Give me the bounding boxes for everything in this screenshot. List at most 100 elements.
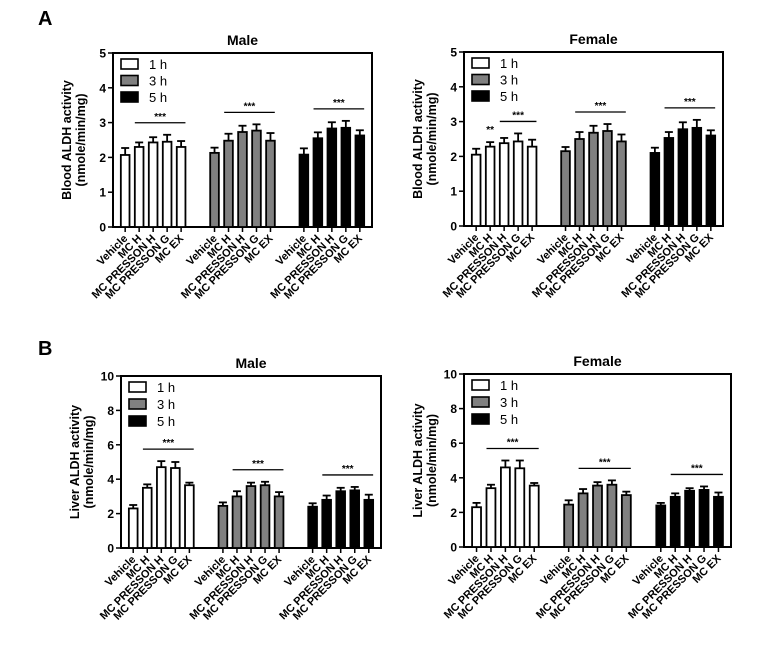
y-axis-label: Blood ALDH activity: [60, 80, 74, 200]
significance-stars: ***: [162, 438, 174, 449]
bar-1h: [170, 467, 181, 549]
y-axis-label: Blood ALDH activity: [411, 79, 425, 199]
legend-swatch-5h: [120, 91, 139, 103]
significance-stars: ***: [512, 110, 524, 121]
bar-3h: [574, 138, 585, 227]
bar-1h: [184, 484, 195, 549]
bar-3h: [245, 485, 257, 549]
panel-letter-a: A: [38, 8, 53, 30]
bar-1h: [526, 145, 538, 227]
bar-1h: [147, 141, 159, 228]
y-axis-label: Liver ALDH activity: [68, 405, 82, 519]
legend-label: 1 h: [500, 378, 518, 393]
chart-3: Female 0 2 4 6 8 10 Liver ALDH activity (nmole/m…: [411, 353, 732, 622]
y-tick-label: 4: [99, 81, 106, 95]
y-tick-label: 2: [107, 507, 114, 521]
y-tick-label: 10: [101, 370, 115, 384]
significance-stars: **: [486, 125, 494, 136]
bar-3h: [602, 130, 613, 227]
bar-1h: [142, 486, 153, 549]
legend-label: 3 h: [149, 74, 167, 89]
legend-swatch-3h: [471, 396, 490, 408]
bar-3h: [588, 131, 599, 227]
bar-3h: [620, 494, 632, 548]
y-axis-unit-label: (nmole/min/mg): [425, 92, 439, 185]
bar-1h: [119, 154, 131, 228]
y-tick-label: 6: [107, 438, 114, 452]
bar-5h: [307, 505, 318, 549]
bar-3h: [265, 139, 276, 228]
significance-stars: ***: [244, 101, 256, 112]
chart-0: Male 0 1 2 3 4 5 Blood ALDH activity (nmole/min/…: [60, 32, 373, 302]
bar-5h: [669, 495, 681, 548]
legend-label: 5 h: [157, 414, 175, 429]
bar-5h: [321, 498, 332, 549]
legend-swatch-5h: [471, 413, 490, 425]
bar-3h: [592, 484, 603, 548]
bar-3h: [231, 495, 243, 549]
bar-3h: [251, 129, 262, 228]
y-tick-label: 6: [450, 437, 457, 451]
bar-5h: [684, 489, 695, 548]
bar-3h: [606, 483, 618, 548]
legend-label: 5 h: [500, 89, 518, 104]
bar-1h: [127, 507, 139, 549]
legend-label: 1 h: [157, 380, 175, 395]
chart-title: Female: [569, 31, 617, 47]
bar-3h: [217, 504, 229, 549]
legend-label: 5 h: [500, 412, 518, 427]
bar-5h: [298, 153, 310, 228]
y-tick-label: 2: [450, 506, 457, 520]
chart-title: Male: [227, 32, 258, 48]
bar-3h: [259, 484, 271, 549]
legend-swatch-3h: [128, 398, 147, 410]
chart-2: Male 0 2 4 6 8 10 Liver ALDH activity (nmole/min…: [68, 355, 382, 623]
bar-5h: [698, 489, 710, 548]
y-axis-unit-label: (nmole/min/mg): [74, 93, 88, 186]
y-tick-label: 5: [99, 47, 106, 61]
bar-3h: [560, 150, 571, 227]
bar-3h: [616, 140, 627, 227]
bar-1h: [500, 466, 511, 548]
chart-title: Female: [573, 353, 621, 369]
significance-stars: ***: [691, 463, 703, 474]
chart-1: Female 0 1 2 3 4 5 Blood ALDH activity (nmole/mi…: [411, 31, 724, 301]
bar-1h: [156, 466, 167, 549]
bar-5h: [312, 137, 324, 228]
legend-label: 1 h: [149, 57, 167, 72]
bar-1h: [498, 142, 510, 227]
y-tick-label: 0: [107, 542, 114, 556]
legend-swatch-1h: [120, 58, 139, 70]
significance-stars: ***: [507, 438, 519, 449]
y-tick-label: 2: [450, 150, 457, 164]
significance-stars: ***: [684, 97, 696, 108]
bar-5h: [677, 128, 689, 227]
bar-3h: [273, 495, 285, 549]
bar-3h: [209, 151, 220, 228]
significance-stars: ***: [154, 112, 166, 123]
bar-5h: [326, 127, 338, 228]
y-tick-label: 3: [450, 115, 457, 129]
bar-1h: [514, 467, 526, 548]
y-tick-label: 3: [99, 116, 106, 130]
legend-swatch-1h: [471, 379, 490, 391]
y-tick-label: 1: [450, 185, 457, 199]
bar-1h: [470, 153, 482, 227]
bar-1h: [133, 146, 145, 228]
y-tick-label: 0: [450, 541, 457, 555]
y-axis-unit-label: (nmole/min/mg): [82, 415, 96, 508]
bar-5h: [340, 126, 352, 228]
y-tick-label: 4: [450, 80, 457, 94]
bar-1h: [484, 145, 496, 227]
bar-1h: [512, 140, 524, 227]
y-axis-label: Liver ALDH activity: [411, 403, 425, 517]
significance-stars: ***: [342, 464, 354, 475]
significance-stars: ***: [333, 98, 345, 109]
legend-swatch-3h: [120, 74, 139, 87]
legend-swatch-1h: [128, 381, 147, 393]
legend-label: 1 h: [500, 56, 518, 71]
bar-5h: [354, 134, 366, 228]
bar-3h: [223, 139, 234, 228]
bar-5h: [649, 152, 661, 227]
legend-label: 3 h: [500, 395, 518, 410]
